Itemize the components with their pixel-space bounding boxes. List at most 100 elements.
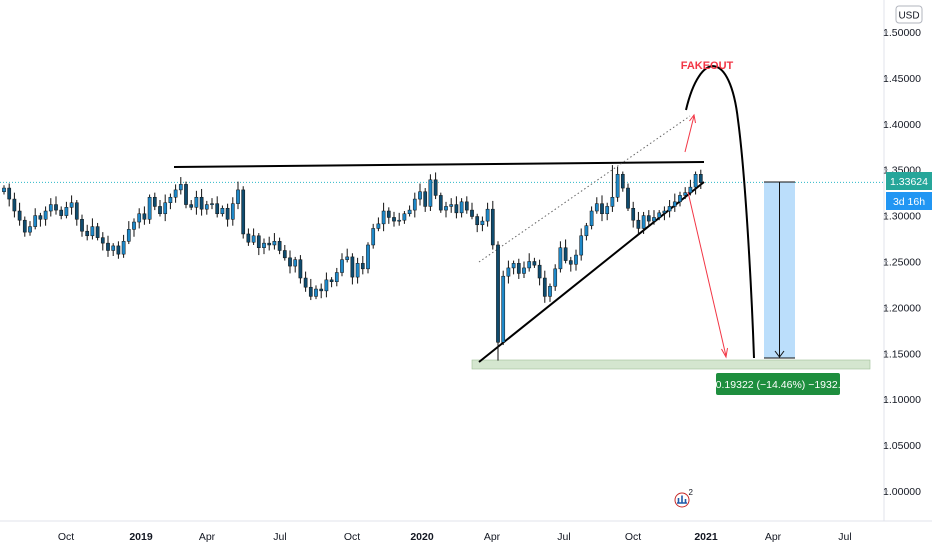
candle[interactable]: [251, 228, 256, 245]
candle[interactable]: [12, 192, 17, 218]
candle[interactable]: [501, 270, 506, 346]
candle[interactable]: [594, 197, 599, 214]
candle[interactable]: [558, 241, 563, 273]
candle[interactable]: [371, 223, 376, 249]
candle[interactable]: [298, 255, 303, 284]
candle[interactable]: [537, 259, 542, 286]
candle[interactable]: [652, 210, 656, 225]
candle[interactable]: [423, 188, 428, 212]
candle[interactable]: [132, 218, 136, 237]
candle[interactable]: [38, 212, 43, 227]
candle[interactable]: [548, 283, 552, 302]
candle[interactable]: [17, 202, 22, 226]
candle[interactable]: [568, 256, 573, 272]
candle[interactable]: [199, 188, 204, 216]
candle[interactable]: [636, 211, 641, 235]
candle[interactable]: [54, 196, 58, 215]
candle[interactable]: [579, 228, 584, 261]
candle[interactable]: [454, 196, 459, 219]
candle[interactable]: [428, 174, 433, 212]
candle[interactable]: [693, 171, 698, 195]
candle[interactable]: [485, 202, 490, 227]
candle[interactable]: [329, 277, 334, 288]
candle[interactable]: [43, 206, 48, 226]
time-axis[interactable]: Oct 2019 Apr Jul Oct 2020 Apr Jul Oct 2021 Apr Jul: [58, 531, 852, 543]
candle[interactable]: [142, 206, 147, 225]
candle[interactable]: [246, 228, 251, 246]
candle[interactable]: [293, 256, 298, 273]
candle[interactable]: [111, 243, 116, 256]
candle[interactable]: [189, 199, 194, 211]
up-arrow-line[interactable]: [684, 115, 695, 153]
candle[interactable]: [527, 253, 532, 272]
candle[interactable]: [152, 192, 157, 211]
candle[interactable]: [48, 198, 53, 217]
candle[interactable]: [100, 232, 105, 251]
candle[interactable]: [64, 201, 69, 219]
candle[interactable]: [688, 179, 693, 196]
candle[interactable]: [308, 278, 313, 301]
candle[interactable]: [683, 187, 688, 200]
candle[interactable]: [662, 206, 667, 221]
candle[interactable]: [475, 213, 480, 233]
candle[interactable]: [116, 241, 121, 259]
candle[interactable]: [386, 207, 391, 224]
candle[interactable]: [272, 233, 277, 250]
candle[interactable]: [267, 236, 272, 251]
candle[interactable]: [334, 267, 339, 287]
rising-trendline[interactable]: [478, 181, 705, 363]
candle[interactable]: [600, 195, 604, 222]
candle[interactable]: [381, 202, 386, 232]
candle[interactable]: [646, 210, 651, 226]
candle[interactable]: [449, 198, 454, 213]
down-arrow-line[interactable]: [687, 191, 727, 357]
drawings-layer[interactable]: FAKEOUT: [173, 60, 871, 370]
candle[interactable]: [230, 197, 235, 226]
candle[interactable]: [80, 214, 84, 237]
candle[interactable]: [277, 237, 282, 255]
candle[interactable]: [168, 193, 173, 210]
candle[interactable]: [236, 181, 240, 210]
candle[interactable]: [496, 241, 500, 361]
candle[interactable]: [173, 184, 178, 203]
candles[interactable]: [2, 165, 703, 361]
candle[interactable]: [288, 250, 292, 274]
candle[interactable]: [433, 172, 438, 200]
currency-badge[interactable]: USD: [895, 5, 923, 24]
candle[interactable]: [563, 239, 568, 264]
candle[interactable]: [282, 244, 287, 261]
candle[interactable]: [459, 198, 464, 218]
candle[interactable]: [438, 192, 443, 213]
channel-dotted-line[interactable]: [478, 115, 691, 263]
candle[interactable]: [376, 217, 381, 232]
candle[interactable]: [2, 185, 6, 195]
candle[interactable]: [33, 208, 38, 230]
candle[interactable]: [480, 216, 485, 232]
candle[interactable]: [631, 201, 636, 228]
candle[interactable]: [303, 271, 308, 292]
candle[interactable]: [522, 261, 526, 279]
candle[interactable]: [225, 203, 230, 227]
candle[interactable]: [470, 202, 474, 220]
candle[interactable]: [121, 234, 126, 258]
candle[interactable]: [698, 169, 703, 189]
candle[interactable]: [256, 233, 261, 256]
candle[interactable]: [412, 192, 417, 218]
candle[interactable]: [319, 283, 324, 299]
candle[interactable]: [490, 200, 495, 250]
fakeout-curve[interactable]: [685, 65, 755, 359]
candle[interactable]: [626, 183, 630, 212]
candle[interactable]: [542, 270, 547, 303]
candle[interactable]: [28, 221, 32, 236]
candle[interactable]: [147, 194, 152, 224]
candle[interactable]: [220, 205, 225, 217]
candle[interactable]: [194, 190, 199, 215]
candle[interactable]: [506, 260, 511, 284]
candle[interactable]: [392, 211, 396, 227]
candle[interactable]: [184, 181, 188, 209]
candle[interactable]: [345, 248, 350, 263]
candle[interactable]: [126, 221, 131, 245]
candle[interactable]: [516, 258, 521, 279]
